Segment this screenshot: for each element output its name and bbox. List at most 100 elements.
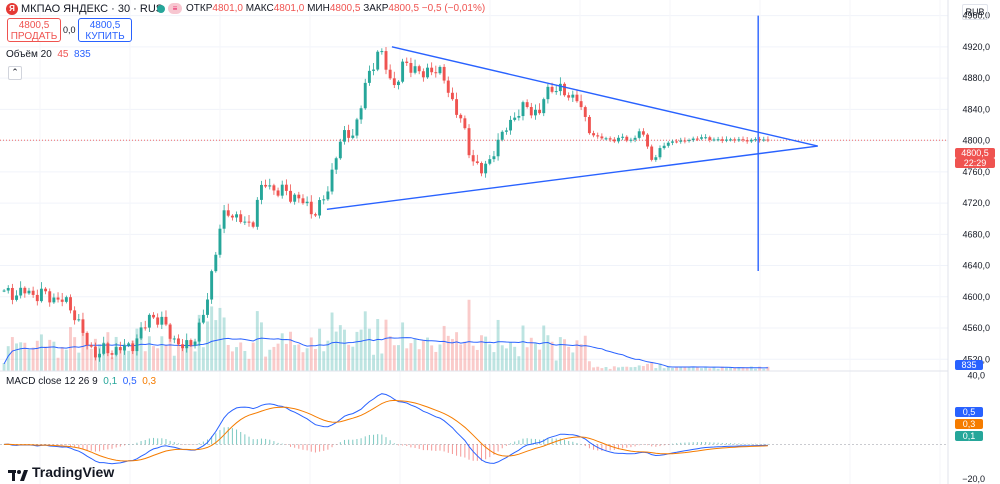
- macd-hist-bar: [140, 441, 142, 445]
- candle-body: [513, 117, 517, 120]
- candle-body: [600, 136, 604, 139]
- candle-body: [330, 169, 334, 192]
- volume-bar: [745, 367, 749, 371]
- macd-hist-bar: [202, 441, 204, 445]
- flag-icon[interactable]: ≡: [168, 3, 182, 14]
- volume-bar: [700, 368, 703, 371]
- candle-body: [2, 290, 6, 292]
- volume-bar: [687, 367, 691, 371]
- candle-body: [417, 66, 421, 72]
- volume-bar: [475, 349, 479, 371]
- volume-bar: [164, 344, 168, 371]
- macd-hist-bar: [177, 443, 179, 445]
- symbol-logo: Я: [6, 3, 18, 15]
- volume-bar: [23, 342, 27, 371]
- macd-hist-bar: [514, 441, 516, 445]
- volume-bar: [629, 367, 633, 371]
- candle-body: [608, 138, 612, 140]
- macd-hist-bar: [65, 444, 67, 446]
- macd-hist-bar: [136, 442, 138, 445]
- candle-body: [695, 138, 699, 140]
- volume-bar: [355, 331, 359, 371]
- price-tick-label: 4960,0: [962, 11, 990, 21]
- candle-body: [612, 139, 616, 142]
- candle-body: [745, 140, 749, 142]
- volume-bar: [517, 356, 521, 371]
- macd-hist-bar: [414, 444, 416, 448]
- volume-bar: [608, 368, 612, 371]
- volume-bar: [637, 365, 641, 371]
- candle-body: [604, 138, 608, 140]
- volume-bar: [704, 367, 708, 371]
- macd-hist-bar: [410, 444, 412, 448]
- volume-bar: [467, 299, 471, 371]
- symbol-title[interactable]: МКПАО ЯНДЕКС · 30 · RUS: [21, 3, 164, 15]
- candle-body: [60, 299, 64, 302]
- volume-bar: [737, 367, 741, 371]
- volume-bar: [749, 366, 753, 371]
- open-value: 4801,0: [212, 3, 243, 14]
- volume-bar: [143, 351, 147, 371]
- sell-button[interactable]: 4800,5 ПРОДАТЬ: [7, 18, 61, 42]
- macd-legend-hist: 0,1: [103, 376, 118, 387]
- collapse-chevron-icon[interactable]: ⌃: [8, 66, 22, 80]
- macd-hist-bar: [526, 438, 528, 445]
- volume-bar: [147, 336, 151, 371]
- candle-body: [670, 141, 674, 143]
- volume-legend[interactable]: Объём 20 45 835: [6, 49, 91, 60]
- macd-hist-bar: [564, 439, 566, 445]
- volume-bar: [492, 352, 496, 371]
- volume-bar: [48, 339, 52, 371]
- trendline: [326, 145, 818, 211]
- macd-hist-bar: [634, 444, 636, 447]
- volume-bar: [666, 365, 670, 371]
- buy-button[interactable]: 4800,5 КУПИТЬ: [78, 18, 132, 42]
- volume-bar: [351, 346, 355, 371]
- macd-hist-bar: [310, 444, 312, 452]
- candle-body: [666, 142, 670, 146]
- candle-body: [39, 288, 43, 302]
- macd-hist-bar: [439, 444, 441, 451]
- macd-legend-macd: 0,5: [122, 376, 137, 387]
- volume-bar: [168, 324, 172, 371]
- currency-button[interactable]: RUB: [962, 4, 988, 20]
- macd-hist-bar: [323, 444, 325, 451]
- candle-body: [538, 109, 542, 114]
- candle-body: [367, 70, 371, 83]
- candle-body: [27, 290, 31, 294]
- volume-bar: [214, 320, 218, 371]
- candle-body: [214, 254, 218, 272]
- candle-body: [172, 338, 176, 340]
- macd-hist-bar: [335, 444, 337, 445]
- volume-bar: [156, 348, 160, 371]
- volume-bar: [463, 341, 467, 371]
- macd-hist-bar: [572, 441, 574, 445]
- volume-bar: [330, 312, 334, 371]
- candle-body: [127, 343, 131, 346]
- macd-hist-bar: [194, 444, 196, 445]
- macd-hist-bar: [273, 441, 275, 445]
- macd-hist-bar: [148, 438, 150, 445]
- volume-bar: [35, 340, 39, 371]
- macd-hist-bar: [667, 444, 669, 445]
- candle-body: [19, 287, 23, 296]
- volume-bar: [64, 349, 68, 371]
- candle-body: [737, 139, 741, 141]
- price-tick-label: 4760,0: [962, 167, 990, 177]
- macd-legend[interactable]: MACD close 12 26 9 0,1 0,5 0,3: [6, 376, 156, 387]
- volume-bar: [604, 366, 608, 371]
- tradingview-logo[interactable]: TradingView: [8, 464, 114, 481]
- candle-body: [687, 140, 691, 142]
- volume-bar: [480, 335, 483, 371]
- volume-bar: [81, 327, 85, 371]
- macd-hist-bar: [493, 444, 495, 455]
- candle-body: [492, 156, 496, 160]
- volume-bar: [10, 337, 14, 371]
- candle-body: [98, 353, 102, 358]
- macd-hist-bar: [688, 442, 690, 445]
- macd-hist-bar: [713, 442, 715, 445]
- candle-body: [392, 78, 396, 86]
- candle-body: [201, 314, 205, 323]
- spread-value: 0,0: [63, 25, 76, 35]
